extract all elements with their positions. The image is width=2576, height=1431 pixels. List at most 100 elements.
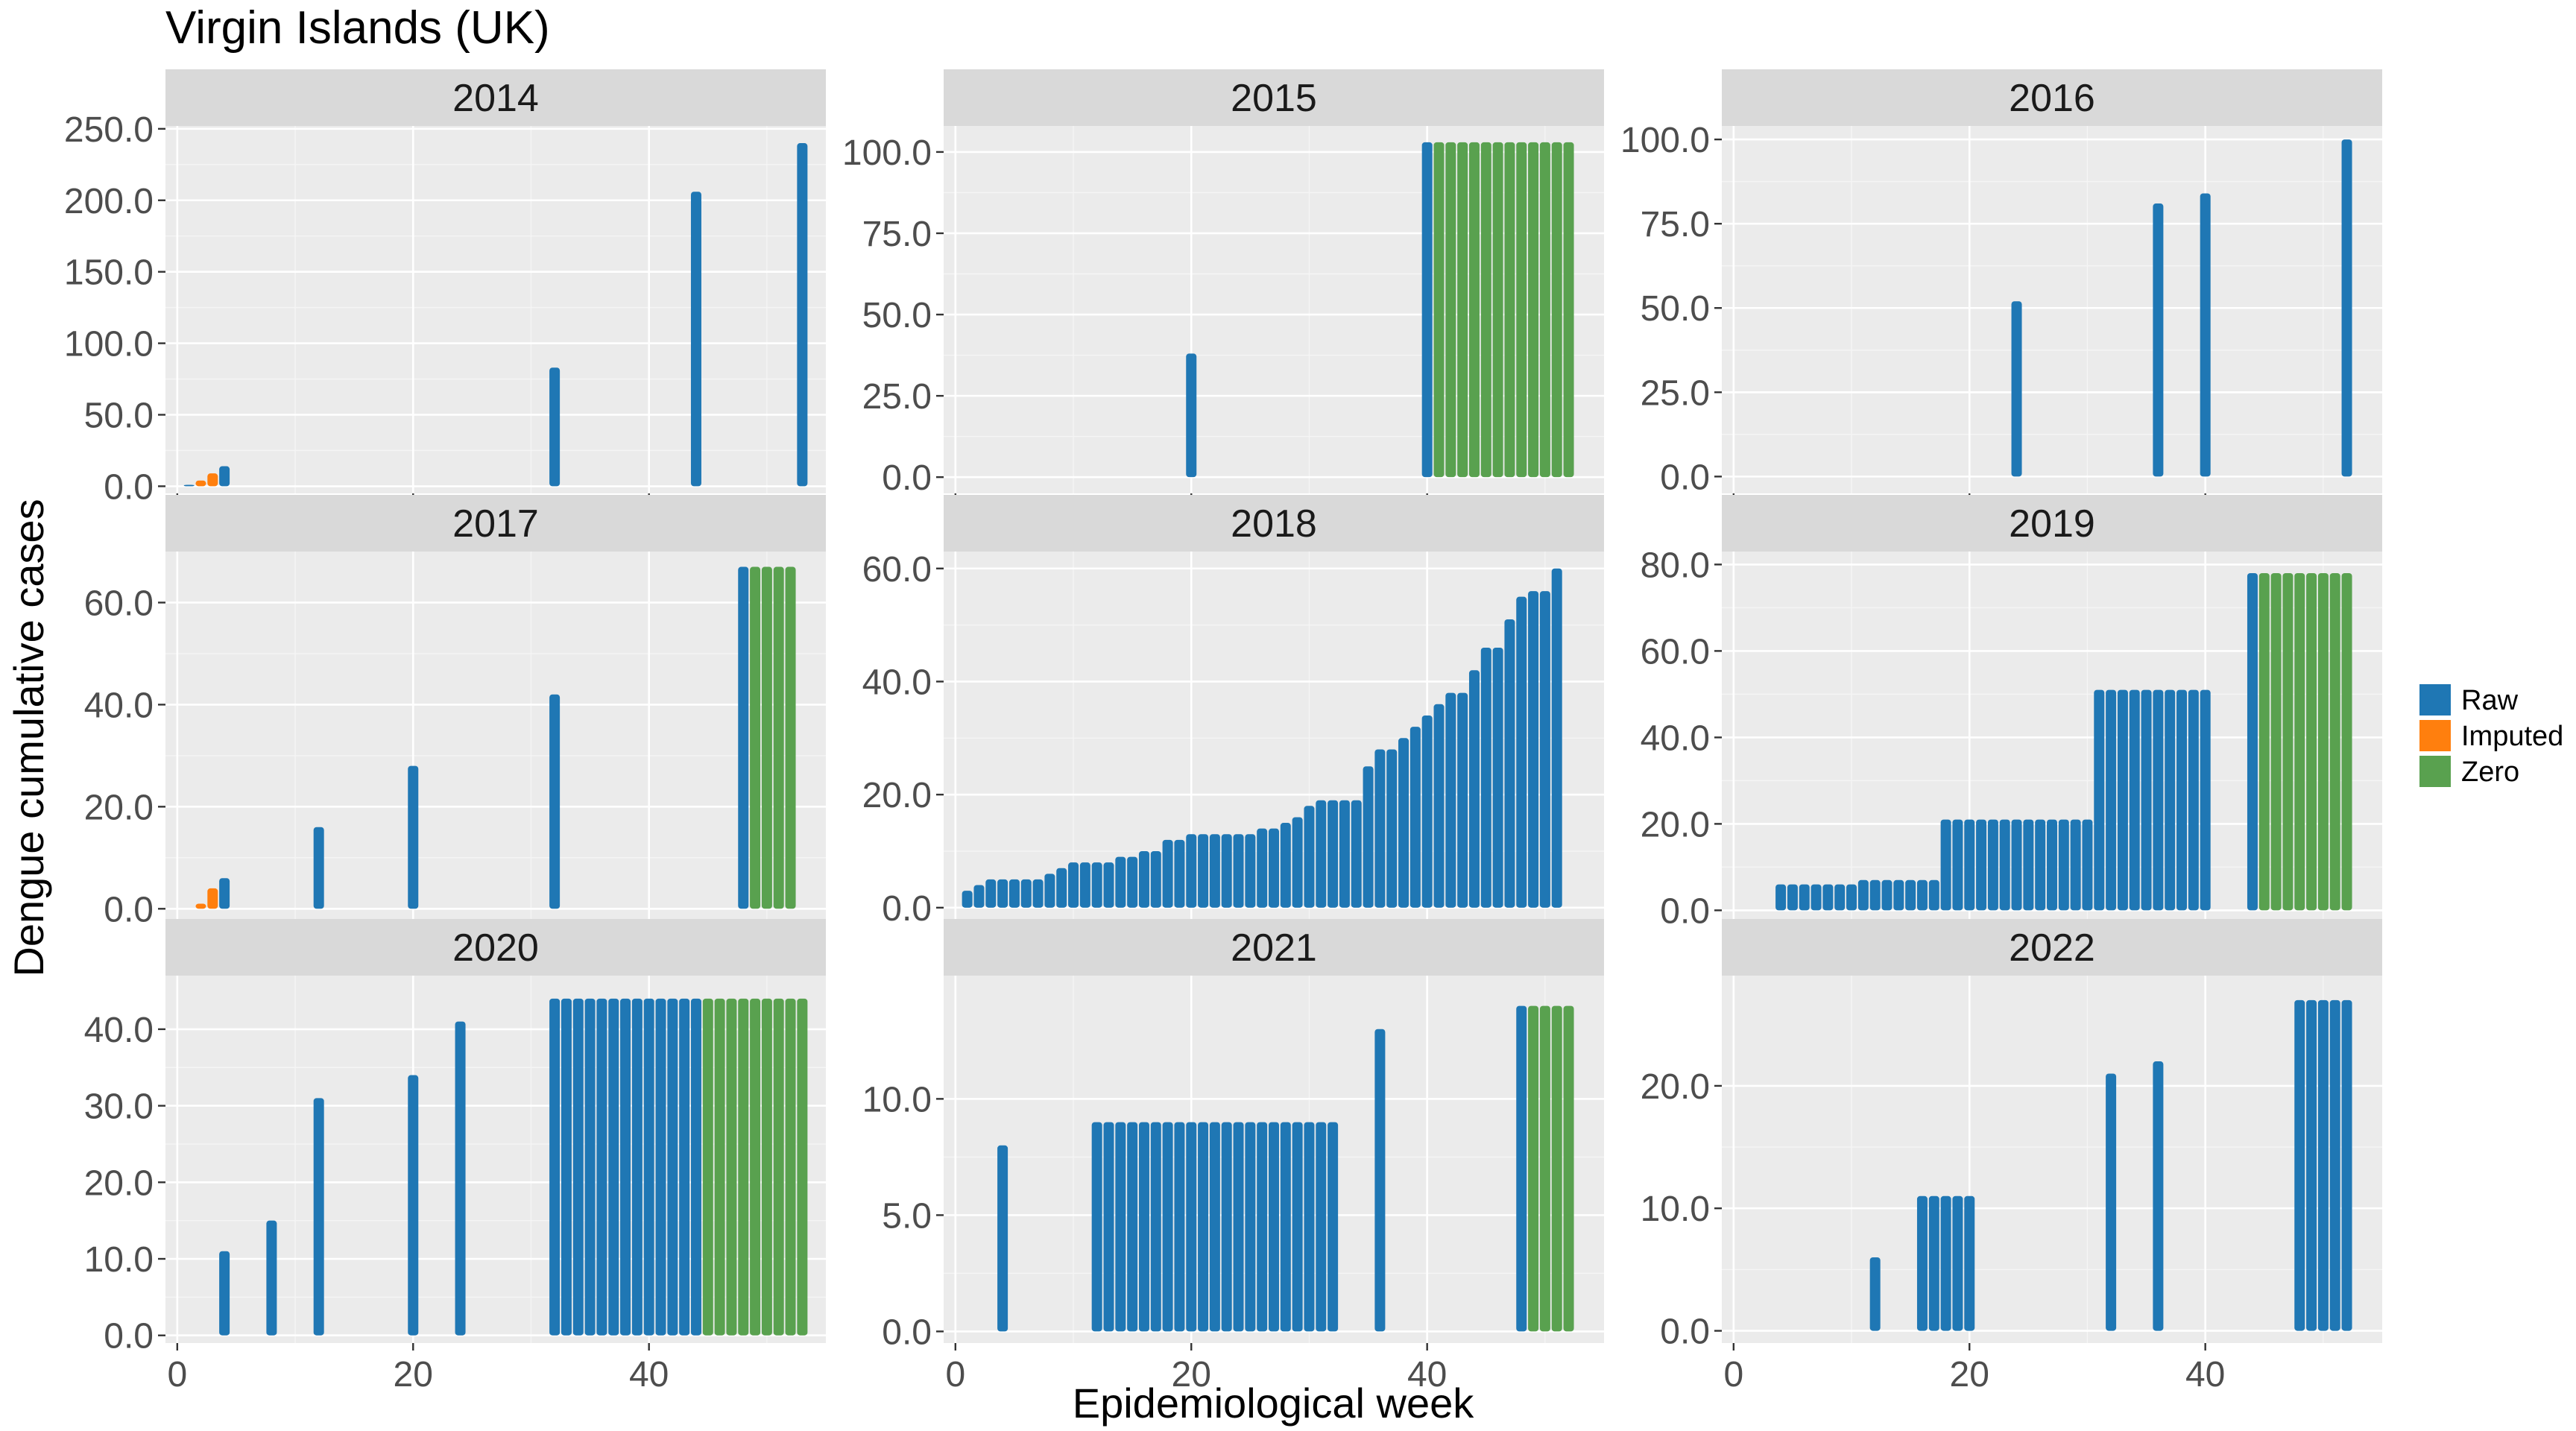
bar-raw: [1940, 819, 1951, 911]
bar-raw: [183, 484, 195, 487]
bar-raw: [1209, 1122, 1220, 1332]
y-tick-label: 0.0: [882, 889, 932, 929]
facet-panel-2016: 2016 0.0 25.0 50.0 75.0 100.0: [1620, 69, 2382, 501]
bar-zero: [2282, 573, 2294, 911]
bar-zero: [1539, 142, 1550, 478]
bar-raw: [1198, 1122, 1209, 1332]
bar-raw: [985, 879, 997, 908]
bar-raw: [1398, 738, 1409, 908]
facet-strip-label: 2020: [452, 926, 539, 970]
bar-raw: [1787, 884, 1798, 911]
bar-raw: [1928, 879, 1939, 911]
bar-raw: [1304, 1122, 1315, 1332]
y-tick-label: 50.0: [862, 296, 932, 335]
bar-raw: [1964, 819, 1975, 911]
bar-zero: [1457, 142, 1468, 478]
bar-raw: [1999, 819, 2010, 911]
bar-raw: [1928, 1195, 1939, 1331]
bar-raw: [1492, 647, 1503, 908]
bar-zero: [1480, 142, 1491, 478]
x-tick-label: 40: [629, 1355, 669, 1394]
bar-raw: [1186, 353, 1197, 478]
bar-zero: [750, 998, 761, 1336]
bar-raw: [1150, 1122, 1161, 1332]
bar-raw: [1775, 884, 1787, 911]
bar-raw: [1421, 142, 1433, 478]
panel-background: [1722, 126, 2382, 493]
bar-zero: [761, 566, 772, 909]
bar-raw: [219, 878, 230, 909]
bar-zero: [2306, 573, 2317, 911]
bar-raw: [1257, 1122, 1268, 1332]
bar-raw: [1032, 879, 1044, 908]
bar-raw: [219, 1251, 230, 1336]
bar-raw: [2153, 203, 2164, 477]
bar-zero: [1563, 142, 1574, 478]
bar-raw: [2153, 1061, 2164, 1331]
bar-raw: [2165, 689, 2176, 911]
bar-raw: [1280, 823, 1291, 908]
y-tick-label: 0.0: [104, 890, 154, 929]
bar-raw: [1186, 834, 1197, 908]
bar-zero: [1433, 142, 1445, 478]
bar-raw: [1869, 879, 1881, 911]
y-tick-label: 50.0: [1641, 289, 1710, 329]
y-tick-label: 60.0: [84, 584, 154, 623]
bar-raw: [313, 1098, 324, 1336]
x-tick-label: 20: [394, 1355, 433, 1394]
bar-raw: [266, 1220, 277, 1336]
bar-raw: [1174, 839, 1185, 908]
facet-panel-2021: 2021 0.0 5.0 10.0 0 20 40: [862, 919, 1604, 1394]
y-tick-label: 10.0: [84, 1240, 154, 1280]
bar-raw: [2023, 819, 2034, 911]
facet-strip-label: 2015: [1231, 77, 1317, 120]
bar-raw: [549, 998, 561, 1336]
bar-raw: [1316, 1122, 1327, 1332]
y-tick-label: 0.0: [882, 1312, 932, 1352]
bar-raw: [549, 367, 561, 487]
bar-raw: [1528, 591, 1539, 908]
bar-zero: [2317, 573, 2329, 911]
bar-raw: [2317, 999, 2329, 1331]
y-tick-label: 100.0: [64, 325, 154, 364]
y-axis-title: Dengue cumulative cases: [5, 499, 52, 976]
bar-raw: [1209, 834, 1220, 908]
bar-raw: [1905, 879, 1916, 911]
bar-raw: [962, 891, 973, 908]
bar-raw: [408, 1075, 419, 1336]
bar-raw: [1869, 1257, 1881, 1331]
x-tick-label: 0: [1723, 1355, 1743, 1394]
bar-raw: [1091, 1122, 1102, 1332]
facet-strip-label: 2022: [2009, 926, 2095, 970]
y-tick-label: 75.0: [1641, 205, 1710, 244]
bar-raw: [1162, 1122, 1173, 1332]
bar-raw: [1504, 619, 1515, 908]
facet-strip: [1722, 495, 2382, 552]
bar-raw: [997, 879, 1008, 908]
y-tick-label: 60.0: [1641, 632, 1710, 672]
bar-raw: [1799, 884, 1810, 911]
legend-label-imputed: Imputed: [2461, 721, 2563, 752]
x-tick-label: 0: [167, 1355, 187, 1394]
bar-raw: [1079, 862, 1090, 908]
bar-raw: [1539, 591, 1550, 908]
bar-zero: [2258, 573, 2270, 911]
bar-raw: [1115, 1122, 1126, 1332]
bar-raw: [1233, 834, 1244, 908]
bar-raw: [1138, 850, 1149, 908]
y-tick-label: 10.0: [1641, 1190, 1710, 1229]
bar-raw: [1445, 692, 1456, 908]
bar-raw: [1174, 1122, 1185, 1332]
bar-raw: [1292, 1122, 1303, 1332]
facet-strip: [1722, 919, 2382, 976]
facet-strip: [165, 495, 826, 552]
bar-raw: [2047, 819, 2057, 911]
bar-raw: [1150, 850, 1161, 908]
x-tick-label: 20: [1172, 1355, 1211, 1394]
bar-raw: [549, 694, 561, 909]
bar-raw: [1916, 879, 1928, 911]
bar-raw: [1457, 692, 1468, 908]
bar-zero: [773, 566, 784, 909]
bar-raw: [2153, 689, 2164, 911]
